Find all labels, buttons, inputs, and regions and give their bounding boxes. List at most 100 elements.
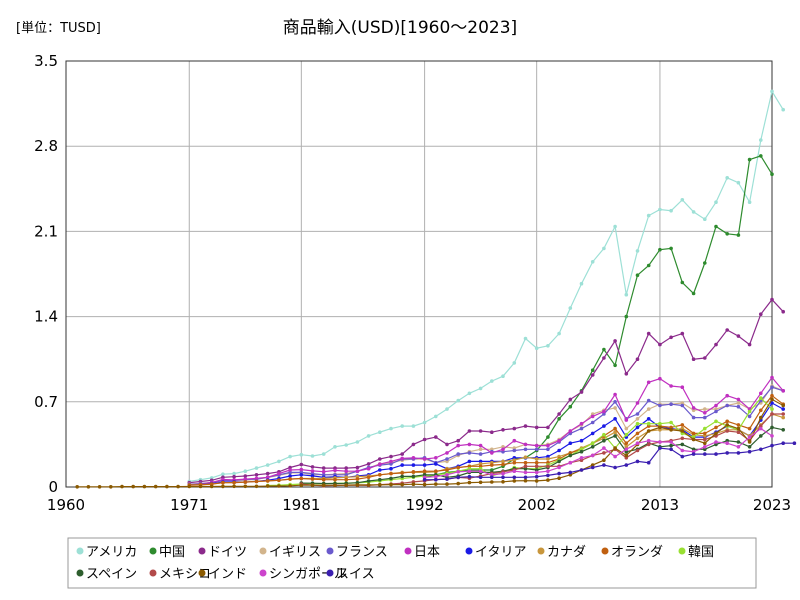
legend-label: アメリカ bbox=[86, 545, 137, 560]
legend-item: フランス bbox=[326, 545, 388, 560]
series-line bbox=[189, 402, 784, 486]
data-point bbox=[534, 474, 539, 479]
data-point bbox=[602, 424, 606, 428]
data-point bbox=[669, 447, 673, 452]
data-point bbox=[490, 463, 494, 467]
data-point bbox=[478, 443, 483, 448]
data-point bbox=[198, 484, 203, 489]
data-point bbox=[557, 465, 561, 470]
data-point bbox=[770, 397, 774, 402]
data-point bbox=[613, 339, 617, 343]
data-point bbox=[624, 432, 629, 437]
series-14 bbox=[422, 441, 797, 482]
data-point bbox=[378, 483, 382, 487]
data-point bbox=[703, 431, 707, 436]
data-point bbox=[523, 478, 528, 483]
data-point bbox=[344, 477, 349, 482]
data-point bbox=[747, 414, 752, 419]
x-axis-ticks: 1960 1971 1981 1992 2002 2013 2023 bbox=[47, 496, 791, 514]
data-point bbox=[512, 479, 517, 483]
legend-item: オランダ bbox=[601, 545, 663, 560]
data-point bbox=[568, 404, 573, 409]
data-point bbox=[725, 438, 729, 443]
legend-label: フランス bbox=[336, 545, 388, 560]
data-point bbox=[411, 442, 416, 447]
legend-label: イギリス bbox=[269, 545, 321, 560]
data-point bbox=[512, 460, 517, 465]
legend-item: メキシコ bbox=[149, 567, 211, 582]
data-point bbox=[512, 426, 517, 431]
y-tick-label: 3.5 bbox=[34, 52, 58, 70]
data-point bbox=[624, 292, 629, 297]
data-point bbox=[534, 457, 539, 461]
data-point bbox=[736, 445, 741, 449]
data-point bbox=[176, 484, 180, 489]
data-point bbox=[321, 473, 326, 477]
data-point bbox=[265, 475, 270, 480]
data-point bbox=[187, 484, 192, 489]
data-point bbox=[221, 477, 225, 482]
legend-item: 日本 bbox=[404, 545, 440, 560]
data-point bbox=[456, 438, 461, 443]
data-point bbox=[579, 438, 584, 443]
data-point bbox=[277, 484, 281, 488]
data-point bbox=[534, 443, 539, 448]
data-point bbox=[725, 441, 729, 446]
data-point bbox=[680, 429, 685, 433]
data-point bbox=[378, 477, 382, 482]
series-0 bbox=[187, 89, 785, 484]
data-point bbox=[546, 425, 550, 430]
data-point bbox=[389, 454, 393, 459]
data-point bbox=[378, 430, 382, 435]
data-point bbox=[209, 484, 214, 489]
data-point bbox=[355, 440, 360, 444]
data-point bbox=[747, 157, 752, 162]
data-point bbox=[456, 470, 461, 474]
data-point bbox=[299, 473, 304, 477]
data-point bbox=[736, 180, 741, 185]
data-point bbox=[568, 451, 573, 455]
data-point bbox=[411, 463, 416, 467]
data-point bbox=[714, 434, 718, 438]
chart-title: 商品輸入(USD)[1960～2023] bbox=[283, 18, 517, 38]
legend-label: 韓国 bbox=[688, 545, 714, 560]
data-point bbox=[781, 415, 785, 420]
legend-item: 中国 bbox=[149, 545, 185, 560]
data-point bbox=[467, 451, 472, 455]
data-point bbox=[579, 426, 584, 431]
data-point bbox=[602, 246, 606, 251]
data-point bbox=[366, 483, 371, 487]
data-point bbox=[490, 480, 494, 484]
data-point bbox=[422, 420, 427, 425]
data-point bbox=[613, 224, 617, 229]
data-point bbox=[546, 344, 550, 348]
data-point bbox=[310, 477, 315, 481]
legend-swatch bbox=[198, 569, 206, 577]
data-point bbox=[534, 447, 539, 452]
data-point bbox=[590, 373, 595, 377]
data-point bbox=[478, 452, 483, 456]
data-point bbox=[624, 426, 629, 431]
data-point bbox=[366, 475, 371, 480]
data-point bbox=[344, 473, 349, 477]
data-point bbox=[624, 372, 629, 376]
data-point bbox=[658, 440, 662, 444]
data-point bbox=[557, 471, 561, 476]
legend-label: メキシコ bbox=[159, 567, 211, 582]
data-point bbox=[546, 457, 550, 461]
data-point bbox=[691, 291, 696, 296]
data-point bbox=[669, 246, 673, 251]
data-point bbox=[445, 407, 449, 411]
data-point bbox=[703, 445, 707, 449]
data-point bbox=[422, 457, 427, 461]
data-point bbox=[389, 462, 393, 466]
legend-swatch bbox=[404, 547, 412, 555]
data-point bbox=[747, 445, 752, 449]
data-point bbox=[501, 445, 505, 449]
data-point bbox=[523, 455, 528, 460]
data-point bbox=[534, 479, 539, 483]
legend-swatch bbox=[76, 547, 84, 555]
data-point bbox=[714, 200, 718, 204]
data-point bbox=[770, 401, 774, 405]
